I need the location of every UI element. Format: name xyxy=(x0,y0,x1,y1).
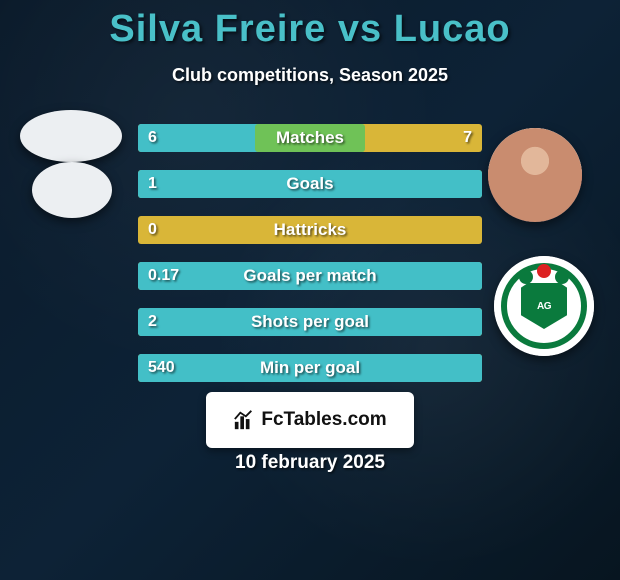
brand-pill[interactable]: FcTables.com xyxy=(206,392,414,448)
stat-row: Hattricks0 xyxy=(138,216,482,244)
bar-value-left: 0.17 xyxy=(138,262,189,290)
bar-value-left: 0 xyxy=(138,216,167,244)
stat-row: Min per goal540 xyxy=(138,354,482,382)
club-badge-monogram: AG xyxy=(537,301,551,312)
bar-value-left: 2 xyxy=(138,308,167,336)
player-photo-icon xyxy=(488,128,582,222)
page-title: Silva Freire vs Lucao xyxy=(0,0,620,51)
left-player-avatar-2 xyxy=(32,162,112,218)
left-player-avatar-1 xyxy=(20,110,122,162)
stat-row: Goals1 xyxy=(138,170,482,198)
stats-bar-chart: Matches6 7 Goals1 Hattricks0 Goals per match… xyxy=(138,124,482,400)
stat-row: Goals per match0.17 xyxy=(138,262,482,290)
bar-value-right: 7 xyxy=(453,124,482,152)
right-player-avatar xyxy=(488,128,582,222)
stat-row: Shots per goal2 xyxy=(138,308,482,336)
bar-label: Hattricks xyxy=(138,216,482,244)
bar-label: Goals xyxy=(138,170,482,198)
date-text: 10 february 2025 xyxy=(0,452,620,474)
bar-value-left: 1 xyxy=(138,170,167,198)
bar-value-left: 540 xyxy=(138,354,185,382)
stat-row: Matches6 7 xyxy=(138,124,482,152)
bar-label: Matches xyxy=(138,124,482,152)
bars-icon xyxy=(233,409,255,431)
bar-label: Min per goal xyxy=(138,354,482,382)
bar-value-left: 6 xyxy=(138,124,167,152)
page-subtitle: Club competitions, Season 2025 xyxy=(0,65,620,86)
brand-text: FcTables.com xyxy=(261,409,386,431)
bar-label: Goals per match xyxy=(138,262,482,290)
club-badge-icon: AG xyxy=(494,256,594,356)
bar-label: Shots per goal xyxy=(138,308,482,336)
right-player-club-badge: AG xyxy=(494,256,594,356)
